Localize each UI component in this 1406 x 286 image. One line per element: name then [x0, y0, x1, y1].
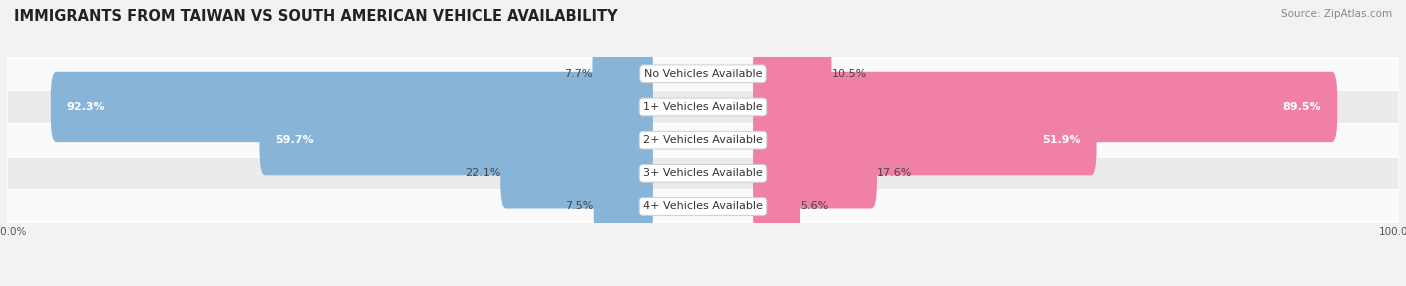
Text: 51.9%: 51.9% — [1042, 135, 1081, 145]
FancyBboxPatch shape — [754, 171, 800, 242]
Text: 10.5%: 10.5% — [831, 69, 866, 79]
Text: 4+ Vehicles Available: 4+ Vehicles Available — [643, 202, 763, 211]
Text: 1+ Vehicles Available: 1+ Vehicles Available — [643, 102, 763, 112]
FancyBboxPatch shape — [593, 171, 652, 242]
FancyBboxPatch shape — [754, 105, 1097, 175]
Bar — [7, 157, 1399, 190]
FancyBboxPatch shape — [754, 39, 831, 109]
FancyBboxPatch shape — [754, 72, 1337, 142]
Text: Source: ZipAtlas.com: Source: ZipAtlas.com — [1281, 9, 1392, 19]
Bar — [7, 57, 1399, 90]
Text: 17.6%: 17.6% — [877, 168, 912, 178]
Text: 5.6%: 5.6% — [800, 202, 828, 211]
Text: 3+ Vehicles Available: 3+ Vehicles Available — [643, 168, 763, 178]
FancyBboxPatch shape — [51, 72, 652, 142]
Text: 7.7%: 7.7% — [564, 69, 592, 79]
Text: 89.5%: 89.5% — [1282, 102, 1322, 112]
FancyBboxPatch shape — [592, 39, 652, 109]
Legend: Immigrants from Taiwan, South American: Immigrants from Taiwan, South American — [565, 285, 841, 286]
Text: 59.7%: 59.7% — [276, 135, 314, 145]
Text: 2+ Vehicles Available: 2+ Vehicles Available — [643, 135, 763, 145]
Text: 22.1%: 22.1% — [465, 168, 501, 178]
Bar — [7, 90, 1399, 124]
Bar — [7, 124, 1399, 157]
Text: 7.5%: 7.5% — [565, 202, 593, 211]
Text: 92.3%: 92.3% — [66, 102, 105, 112]
FancyBboxPatch shape — [754, 138, 877, 208]
FancyBboxPatch shape — [501, 138, 652, 208]
Text: No Vehicles Available: No Vehicles Available — [644, 69, 762, 79]
Bar — [7, 190, 1399, 223]
FancyBboxPatch shape — [260, 105, 652, 175]
Text: IMMIGRANTS FROM TAIWAN VS SOUTH AMERICAN VEHICLE AVAILABILITY: IMMIGRANTS FROM TAIWAN VS SOUTH AMERICAN… — [14, 9, 617, 23]
